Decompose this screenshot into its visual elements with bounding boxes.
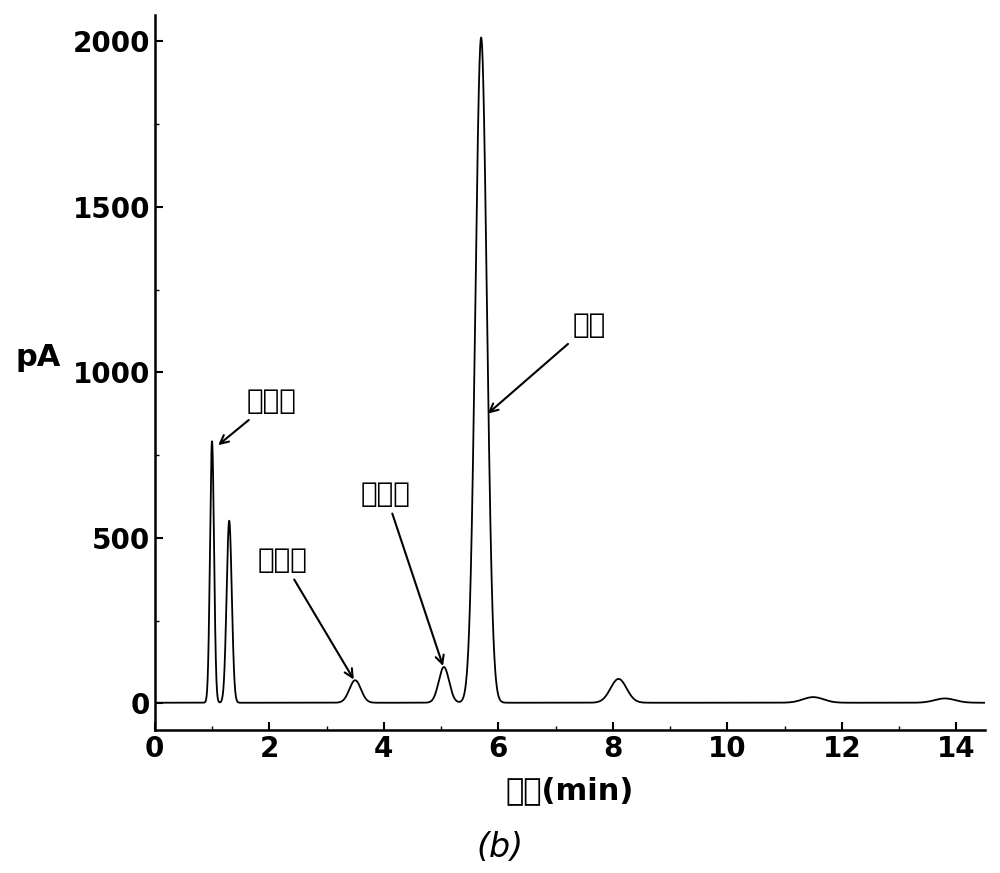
Y-axis label: pA: pA — [15, 343, 60, 373]
Text: 环己烷: 环己烷 — [220, 388, 296, 443]
Text: 环己酮: 环己酮 — [258, 546, 353, 677]
Text: (b): (b) — [476, 831, 524, 864]
X-axis label: 时间(min): 时间(min) — [506, 777, 634, 806]
Text: 乙酸: 乙酸 — [490, 312, 606, 412]
Text: 环己醇: 环己醇 — [361, 480, 444, 663]
